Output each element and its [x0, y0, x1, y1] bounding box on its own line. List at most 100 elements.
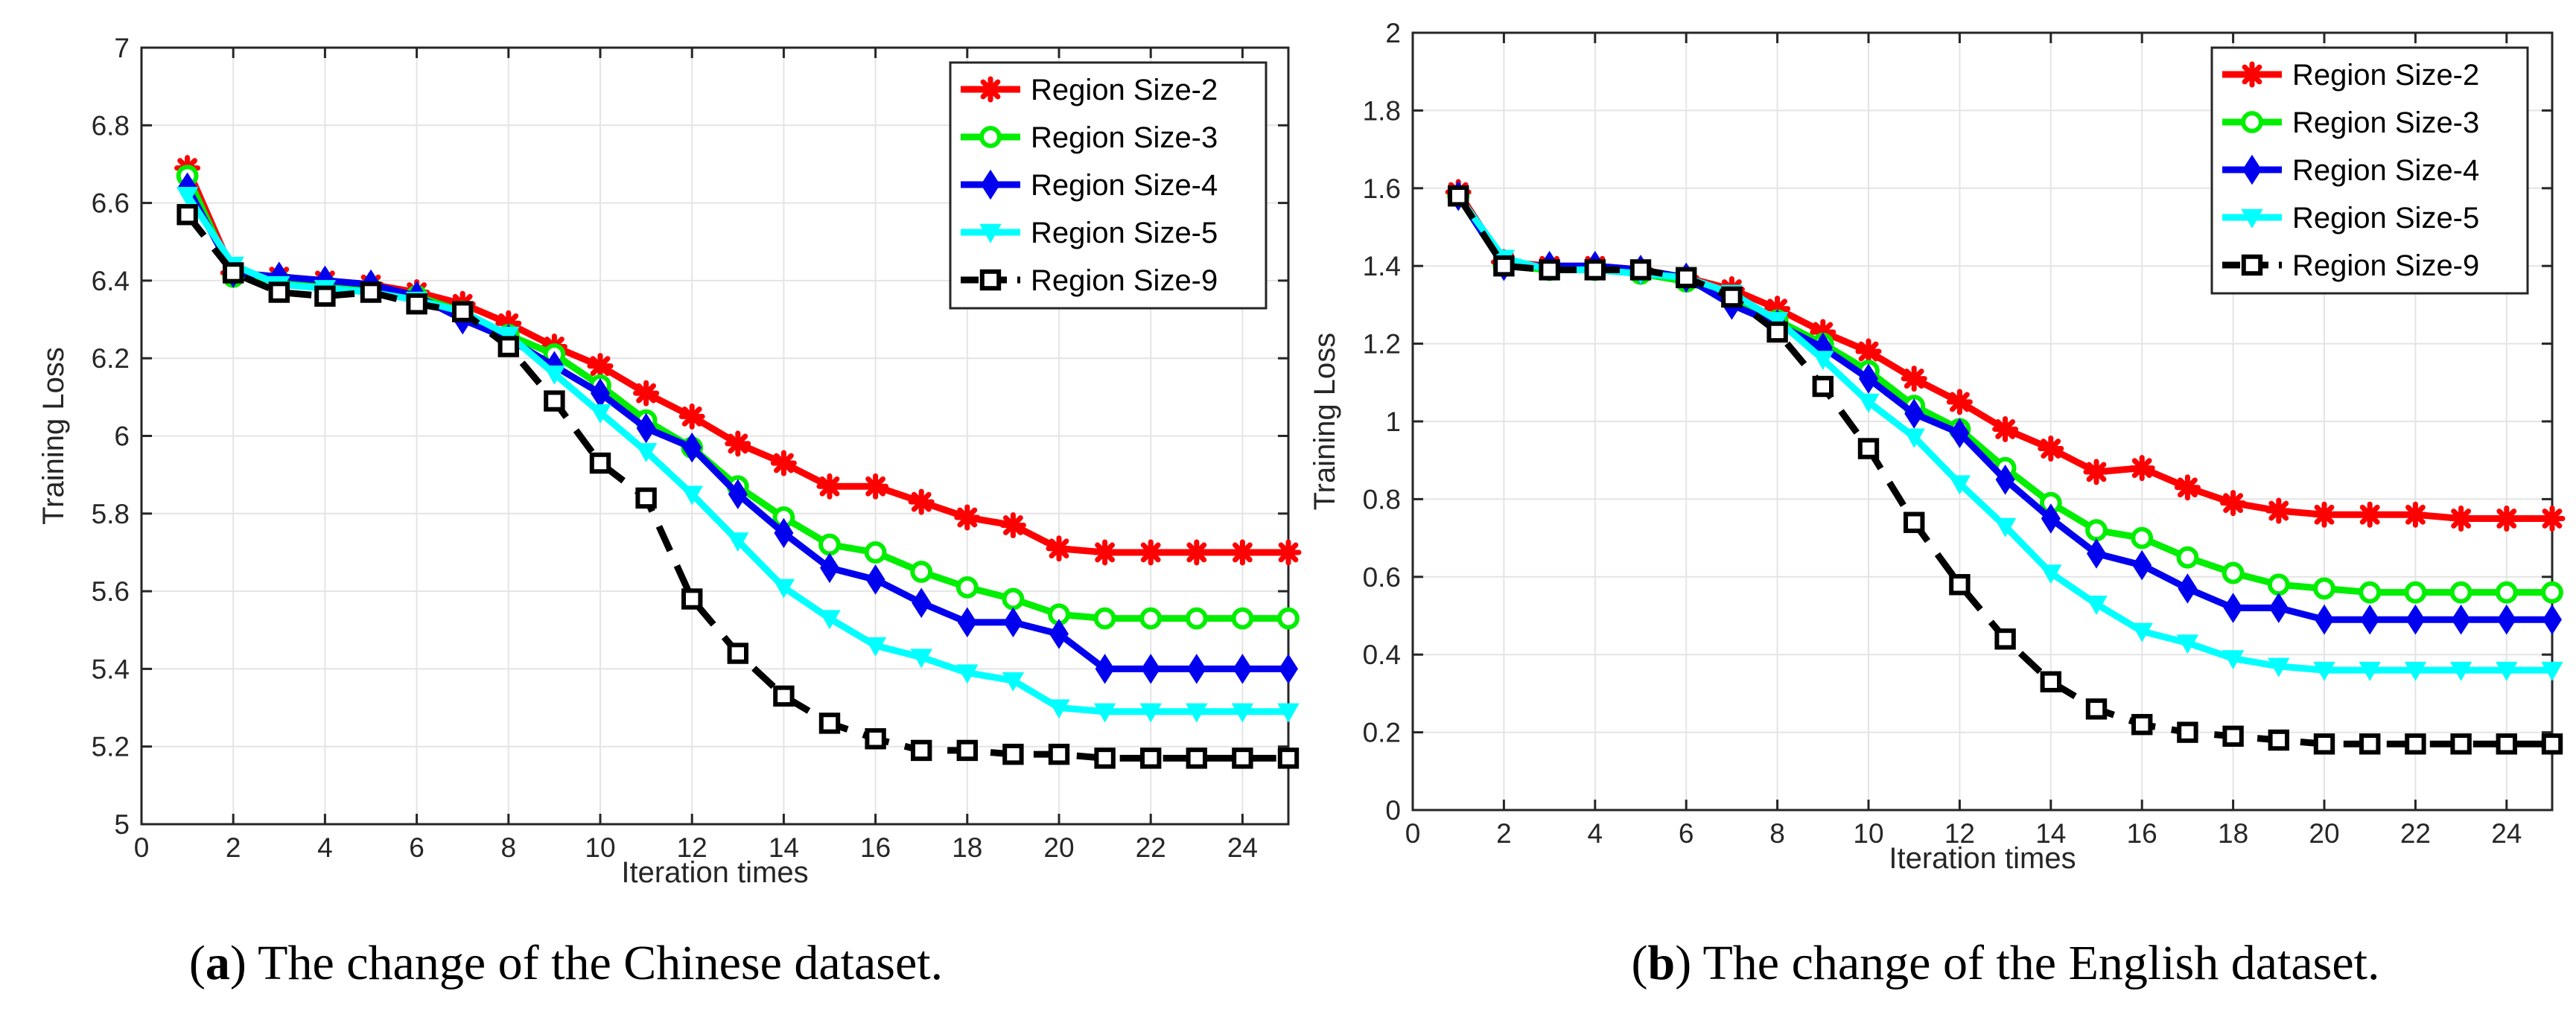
data-point: [727, 643, 748, 664]
data-point: [1448, 185, 1469, 207]
data-point: [589, 404, 611, 424]
x-tick-label: 8: [1769, 818, 1785, 849]
data-point: [1233, 654, 1253, 684]
y-tick-label: 1.6: [1363, 173, 1401, 204]
data-point: [2359, 733, 2381, 755]
data-point: [1275, 539, 1302, 566]
data-point: [1139, 607, 1163, 630]
data-point: [2087, 538, 2106, 569]
data-point: [816, 473, 843, 500]
legend-label: Region Size-3: [1031, 121, 1218, 154]
data-point: [864, 637, 887, 657]
legend-marker: [979, 223, 1002, 243]
data-point: [635, 487, 657, 509]
x-tick-label: 24: [2491, 818, 2522, 849]
legend-marker: [2241, 208, 2263, 229]
data-point: [862, 473, 889, 500]
data-point-core: [961, 511, 973, 523]
x-tick-label: 12: [677, 832, 707, 863]
data-point-core: [2546, 512, 2558, 525]
y-tick-label: 7: [114, 33, 130, 63]
data-point: [910, 648, 932, 669]
data-point-core: [824, 480, 836, 492]
data-point: [1186, 748, 1207, 769]
data-point-core: [2364, 509, 2376, 520]
data-point: [176, 204, 198, 226]
data-point: [543, 365, 566, 385]
y-tick-label: 1: [1385, 407, 1401, 437]
x-tick-label: 24: [1227, 832, 1258, 863]
y-tick-label: 0.6: [1363, 562, 1401, 593]
data-point: [2085, 698, 2108, 720]
y-tick-label: 5.2: [92, 732, 130, 762]
legend-entry: Region Size-2: [961, 74, 1218, 106]
x-tick-label: 14: [2035, 818, 2066, 849]
data-point-core: [869, 480, 882, 492]
data-point: [1231, 607, 1254, 630]
data-point: [2313, 733, 2335, 755]
data-point: [773, 685, 795, 707]
caption-a: (a) The change of the Chinese dataset.: [189, 936, 943, 990]
data-point: [1901, 366, 1927, 392]
legend-entry: Region Size-4: [2222, 154, 2479, 187]
x-tick-label: 14: [769, 832, 799, 863]
data-point: [1093, 703, 1116, 723]
data-point: [1493, 255, 1515, 277]
data-point: [2268, 657, 2290, 678]
data-point: [314, 285, 336, 307]
data-point: [1629, 259, 1652, 281]
y-tick-label: 0.4: [1363, 640, 1401, 670]
legend-entry: Region Size-5: [961, 217, 1218, 249]
y-tick-label: 0.8: [1363, 484, 1401, 514]
data-point: [2542, 604, 2562, 635]
data-point: [1948, 475, 1971, 495]
x-tick-label: 2: [226, 832, 241, 863]
data-point: [2222, 725, 2244, 748]
legend-label: Region Size-9: [1031, 264, 1218, 297]
y-tick-label: 6.8: [92, 110, 130, 141]
data-point: [2405, 733, 2426, 755]
data-point: [911, 739, 932, 762]
legend-entry: Region Size-9: [961, 264, 1218, 297]
data-point-core: [1999, 423, 2011, 436]
data-point-core: [1098, 546, 1111, 558]
data-point: [2451, 604, 2471, 635]
data-point: [2311, 501, 2338, 528]
data-point: [2450, 733, 2472, 755]
data-point: [633, 380, 660, 407]
data-point: [1994, 517, 2017, 538]
data-point-core: [2273, 505, 2285, 517]
legend-marker-core: [985, 83, 996, 95]
data-point: [2493, 506, 2520, 532]
data-point: [360, 281, 382, 303]
data-point: [1094, 748, 1116, 769]
data-point: [2267, 573, 2290, 596]
legend-entry: Region Size-9: [2222, 249, 2479, 282]
data-point: [2268, 729, 2290, 751]
data-point: [2220, 490, 2247, 517]
x-tick-label: 10: [585, 832, 615, 863]
data-point: [2404, 581, 2427, 604]
data-point: [770, 450, 797, 476]
data-point: [268, 281, 290, 303]
data-point: [2040, 671, 2062, 692]
data-point-core: [2181, 482, 2194, 494]
data-point: [1048, 743, 1070, 765]
legend-label: Region Size-5: [2292, 202, 2479, 235]
data-point: [2268, 593, 2289, 623]
legend-marker: [2239, 61, 2265, 88]
legend-marker: [979, 126, 1002, 148]
data-point: [1095, 654, 1115, 684]
data-point: [1002, 743, 1024, 765]
data-point: [589, 452, 611, 474]
x-axis-label: Iteration times: [1889, 842, 2076, 875]
data-point-core: [2501, 512, 2513, 525]
data-point: [910, 561, 933, 583]
x-tick-label: 22: [1136, 832, 1166, 863]
data-point-core: [2227, 497, 2239, 509]
data-point: [2360, 604, 2380, 635]
data-point: [1277, 748, 1300, 769]
data-point: [818, 713, 841, 734]
legend-entry: Region Size-3: [2222, 106, 2479, 139]
data-point: [774, 517, 794, 549]
